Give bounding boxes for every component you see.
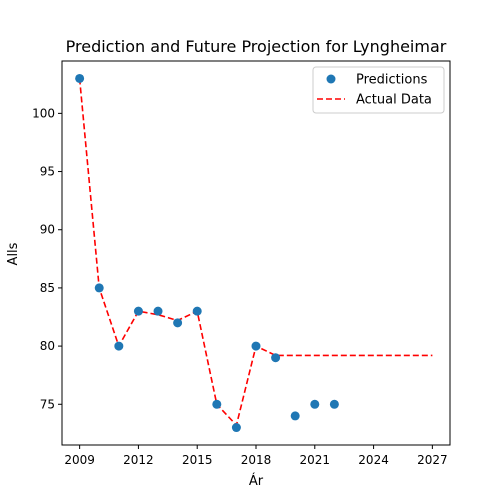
x-tick-label: 2024 [358, 453, 389, 467]
prediction-point [271, 353, 281, 363]
actual-data-line [78, 78, 433, 427]
prediction-point [192, 306, 202, 316]
prediction-point [173, 318, 183, 328]
prediction-point [133, 306, 143, 316]
y-tick-label: 80 [40, 339, 55, 353]
y-tick-label: 95 [40, 165, 55, 179]
legend-marker-predictions [326, 74, 336, 84]
prediction-point [290, 411, 300, 421]
plot-area: 2009 2012 2015 2018 2021 2024 2027 75 80 85 90 95 10… [32, 60, 451, 467]
legend-box [312, 66, 445, 114]
x-tick-label: 2027 [417, 453, 448, 467]
x-tick-label: 2012 [123, 453, 154, 467]
y-axis-label: Alls [6, 242, 21, 265]
x-tick-label: 2009 [64, 453, 95, 467]
x-tick-label: 2018 [241, 453, 272, 467]
prediction-point [114, 341, 124, 351]
y-tick-label: 75 [40, 397, 55, 411]
prediction-point [231, 423, 241, 433]
prediction-point [153, 306, 163, 316]
y-tick-label: 85 [40, 281, 55, 295]
chart-title: Prediction and Future Projection for Lyn… [66, 37, 447, 56]
x-axis-label: Ár [249, 473, 264, 489]
x-tick-label: 2021 [300, 453, 331, 467]
y-tick-label: 90 [40, 223, 55, 237]
axes-frame [61, 60, 451, 446]
x-tick-label: 2015 [182, 453, 213, 467]
y-tick-label: 100 [32, 106, 55, 120]
prediction-point [212, 399, 222, 409]
prediction-point [94, 283, 104, 293]
prediction-point [75, 73, 85, 83]
prediction-point [310, 399, 320, 409]
legend: Predictions Actual Data [312, 66, 445, 114]
legend-label: Actual Data [356, 93, 432, 108]
prediction-point [329, 399, 339, 409]
legend-label: Predictions [356, 73, 428, 88]
prediction-point [251, 341, 261, 351]
